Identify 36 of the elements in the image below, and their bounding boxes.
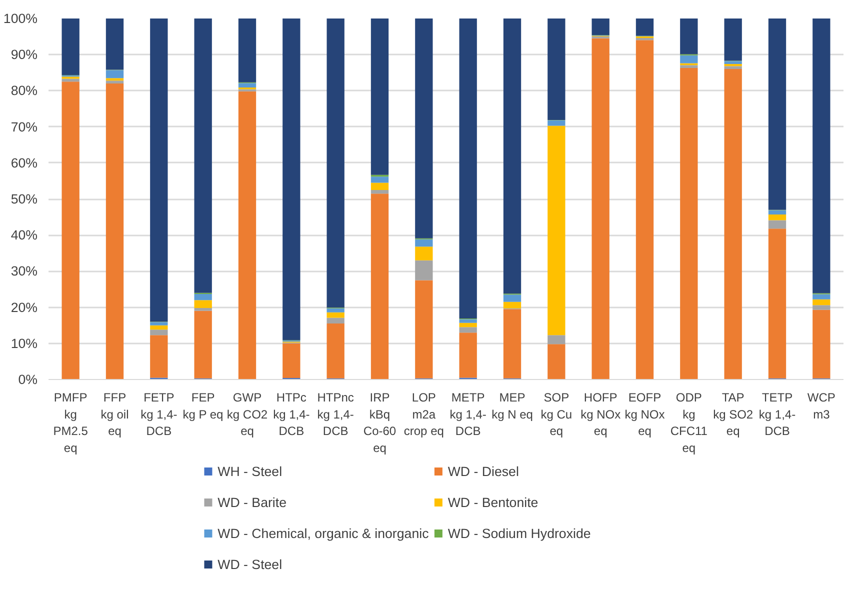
y-tick-label: 60% <box>10 155 38 170</box>
x-tick-label: HTPnc kg 1,4- DCB <box>317 390 354 438</box>
x-tick-label: PMFP kg PM2.5 eq <box>53 390 88 455</box>
x-tick-label: TETP kg 1,4- DCB <box>758 390 796 438</box>
legend-label: WD - Barite <box>218 495 287 510</box>
legend-label: WD - Sodium Hydroxide <box>448 526 591 541</box>
legend-label: WD - Diesel <box>448 464 519 479</box>
x-tick-label: LOP m2a crop eq <box>404 390 444 438</box>
x-tick-label: FEP kg P eq <box>182 390 224 422</box>
y-tick-label: 20% <box>10 300 38 315</box>
x-tick-label: MEP kg N eq <box>492 390 533 422</box>
x-tick-label: METP kg 1,4- DCB <box>450 390 486 438</box>
y-tick-label: 70% <box>10 119 38 134</box>
legend-label: WH - Steel <box>218 464 282 479</box>
y-tick-label: 50% <box>10 192 38 206</box>
x-tick-label: FFP kg oil eq <box>100 390 129 438</box>
legend-label: WD - Steel <box>218 557 282 572</box>
x-tick-label: GWP kg CO2 eq <box>226 390 268 438</box>
legend-label: WD - Chemical, organic & inorganic <box>218 526 430 541</box>
y-tick-label: 30% <box>10 264 38 279</box>
x-tick-label: SOP kg Cu eq <box>540 390 572 438</box>
y-tick-label: 80% <box>10 83 38 98</box>
x-tick-label: WCP m3 <box>807 390 836 422</box>
x-tick-label: FETP kg 1,4- DCB <box>140 390 178 438</box>
x-tick-label: ODP kg CFC11 eq <box>670 390 708 455</box>
y-tick-label: 90% <box>10 47 38 62</box>
x-tick-label: HTPc kg 1,4- DCB <box>273 390 310 438</box>
y-tick-label: 10% <box>10 336 38 351</box>
x-tick-label: EOFP kg NOx eq <box>624 390 665 438</box>
x-tick-label: IRP kBq Co-60 eq <box>363 390 396 455</box>
legend-label: WD - Bentonite <box>448 495 538 510</box>
y-tick-label: 0% <box>18 372 38 387</box>
x-tick-label: TAP kg SO2 eq <box>713 390 754 438</box>
x-tick-label: HOFP kg NOx eq <box>580 390 621 438</box>
y-tick-label: 100% <box>3 11 38 26</box>
y-tick-label: 40% <box>10 228 38 243</box>
